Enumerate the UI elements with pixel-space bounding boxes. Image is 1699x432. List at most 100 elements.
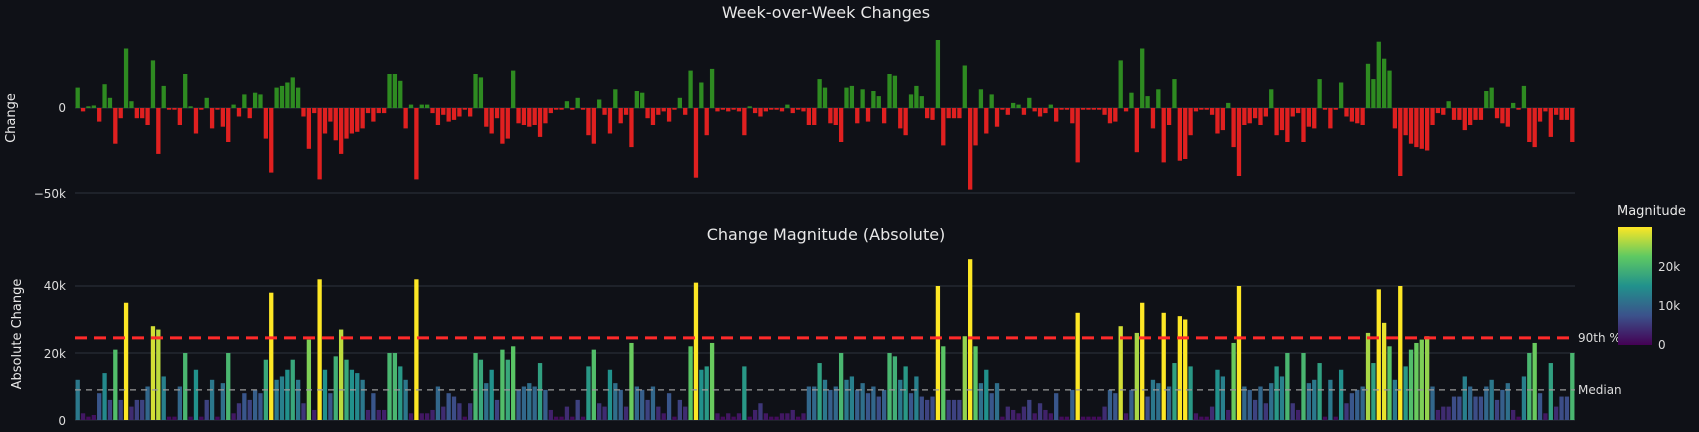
- bottom-bar: [387, 353, 392, 420]
- top-bar: [462, 108, 467, 110]
- bottom-bar: [1021, 406, 1027, 420]
- top-bar: [500, 108, 505, 144]
- top-bar: [575, 97, 580, 108]
- top-bar: [1032, 108, 1037, 112]
- top-bar: [1473, 108, 1478, 120]
- top-bar: [822, 87, 828, 108]
- bottom-bar: [215, 416, 220, 420]
- bottom-bar: [1484, 386, 1489, 420]
- bottom-bar: [822, 379, 828, 420]
- top-bar: [1113, 108, 1118, 122]
- bottom-bar: [731, 416, 736, 420]
- top-bar: [1000, 108, 1005, 110]
- top-bar: [1166, 108, 1172, 125]
- bottom-bar: [408, 413, 414, 420]
- top-bar: [1559, 108, 1564, 120]
- top-bar: [1005, 108, 1010, 115]
- top-bar: [742, 108, 747, 136]
- top-bar: [1193, 108, 1199, 112]
- bottom-bar: [1102, 406, 1107, 420]
- top-bar: [860, 89, 865, 108]
- bottom-bar: [355, 373, 360, 420]
- bottom-bar: [1295, 409, 1301, 420]
- top-bar: [618, 108, 623, 124]
- bottom-bar: [1505, 383, 1510, 420]
- top-bar: [1548, 108, 1553, 137]
- bottom-bar: [441, 406, 446, 420]
- top-bar: [855, 108, 860, 124]
- top-bar: [968, 108, 973, 190]
- top-bar: [344, 108, 349, 139]
- bottom-bar: [1091, 416, 1096, 420]
- bottom-bar: [1559, 396, 1564, 420]
- bottom-bar: [1564, 396, 1570, 420]
- top-bar: [1392, 108, 1398, 129]
- top-bar: [1188, 108, 1193, 136]
- bottom-bar: [978, 383, 984, 420]
- bottom-bar: [91, 414, 96, 421]
- top-bar: [1279, 108, 1285, 131]
- bottom-bar: [844, 379, 849, 420]
- top-bar: [613, 89, 618, 108]
- top-bar: [1123, 108, 1129, 112]
- top-bar: [898, 108, 903, 129]
- top-bar: [930, 108, 935, 120]
- top-bar: [1204, 108, 1209, 110]
- bottom-bar: [333, 356, 338, 420]
- top-bar: [1425, 108, 1430, 151]
- bottom-bar: [650, 386, 656, 420]
- bottom-bar: [1500, 389, 1505, 420]
- bottom-bar: [925, 399, 930, 420]
- top-bar: [177, 108, 182, 125]
- top-bar: [494, 108, 500, 119]
- bottom-bar: [1000, 416, 1005, 420]
- bottom-bar: [80, 413, 86, 420]
- top-bar: [554, 108, 559, 110]
- bottom-bar: [150, 326, 156, 420]
- bottom-bar: [166, 416, 172, 420]
- bottom-bar: [855, 389, 860, 420]
- top-bar: [1011, 102, 1016, 108]
- bottom-bar: [1494, 399, 1500, 420]
- bottom-bar: [548, 409, 553, 420]
- bottom-bar: [683, 406, 688, 420]
- bottom-bar: [1338, 369, 1344, 420]
- top-bar: [790, 108, 795, 114]
- bottom-bar: [1441, 406, 1446, 420]
- top-bar: [806, 108, 812, 125]
- bottom-bar: [1446, 406, 1451, 420]
- top-bar: [1381, 58, 1387, 108]
- top-bar: [785, 104, 790, 108]
- bottom-bar: [537, 363, 543, 420]
- top-bar: [1263, 108, 1269, 117]
- top-bar: [484, 108, 489, 127]
- top-bar: [1301, 108, 1306, 142]
- bottom-bar: [1425, 336, 1430, 420]
- bottom-bar: [1086, 416, 1091, 420]
- top-bar: [925, 108, 930, 119]
- bottom-bar: [381, 409, 387, 420]
- bottom-bar: [672, 416, 677, 420]
- bottom-bar: [763, 413, 769, 420]
- top-bar: [1059, 108, 1064, 110]
- top-bar: [1462, 108, 1467, 131]
- bottom-bar: [1554, 406, 1559, 420]
- bottom-bar: [220, 383, 225, 420]
- top-bar: [1118, 60, 1123, 108]
- bottom-bar: [1285, 353, 1290, 420]
- median-label: Median: [1578, 383, 1622, 397]
- top-bar: [887, 74, 892, 108]
- bottom-bar: [645, 399, 650, 420]
- top-bar: [1376, 41, 1381, 109]
- bottom-bar: [586, 366, 591, 420]
- bottom-bar: [790, 409, 795, 420]
- top-bar: [274, 87, 279, 108]
- bottom-bar: [414, 279, 419, 420]
- top-bar: [1183, 108, 1188, 159]
- bottom-bar: [618, 389, 623, 420]
- bottom-bar: [795, 416, 801, 420]
- top-bar: [984, 108, 989, 134]
- top-bar: [1527, 108, 1532, 142]
- top-bar: [312, 108, 317, 114]
